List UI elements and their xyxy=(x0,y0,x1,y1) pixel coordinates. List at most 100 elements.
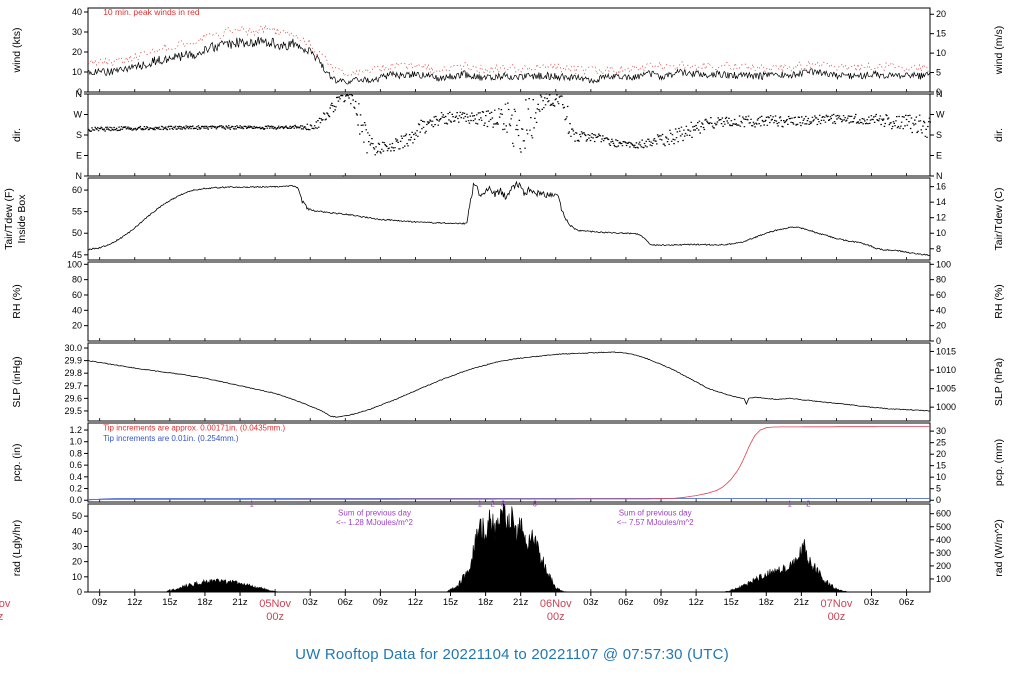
svg-text:rad (Lgly/hr): rad (Lgly/hr) xyxy=(11,520,23,577)
svg-text:dir.: dir. xyxy=(993,128,1005,142)
svg-text:25: 25 xyxy=(936,438,946,448)
svg-text:20: 20 xyxy=(936,449,946,459)
svg-text:pcp. (mm): pcp. (mm) xyxy=(993,439,1005,486)
svg-text:29.5: 29.5 xyxy=(64,406,82,416)
svg-text:10: 10 xyxy=(936,472,946,482)
svg-text:40: 40 xyxy=(72,526,82,536)
svg-text:03z: 03z xyxy=(583,597,599,608)
svg-text:N: N xyxy=(936,171,943,181)
x-axis-labels: 04Nov00z09z12z15z18z21z05Nov00z03z06z09z… xyxy=(0,592,915,623)
svg-text:0: 0 xyxy=(77,87,82,97)
svg-text:N: N xyxy=(76,171,83,181)
svg-text:Tip increments are approx. 0.0: Tip increments are approx. 0.00171in. (0… xyxy=(103,424,285,433)
svg-text:8: 8 xyxy=(936,244,941,254)
svg-text:2: 2 xyxy=(490,499,495,508)
svg-text:0.2: 0.2 xyxy=(69,484,82,494)
svg-text:E: E xyxy=(76,151,82,161)
svg-text:Tair/Tdew (F): Tair/Tdew (F) xyxy=(3,188,15,250)
svg-text:04Nov: 04Nov xyxy=(0,598,11,610)
panel-wind: 0 10 20 30 40 0 5 10 15 20 wind (kts) wind (m/s) 10 … xyxy=(11,7,1005,97)
svg-text:30: 30 xyxy=(72,27,82,37)
svg-text:15z: 15z xyxy=(443,597,459,608)
svg-text:500: 500 xyxy=(936,522,951,532)
svg-text:E: E xyxy=(936,151,942,161)
svg-text:06z: 06z xyxy=(899,597,915,608)
svg-text:30: 30 xyxy=(936,426,946,436)
svg-text:00z: 00z xyxy=(828,611,846,623)
panel-temp: 45 50 55 60 8 10 12 14 16 Tair/Tdew (F) Inside Box… xyxy=(3,177,1005,261)
panel-rh: 20 40 60 80 100 0 20 40 60 80 100 RH (%) RH (%) xyxy=(11,259,1005,346)
svg-text:dir.: dir. xyxy=(11,128,23,142)
svg-text:600: 600 xyxy=(936,509,951,519)
svg-text:09z: 09z xyxy=(653,597,669,608)
svg-text:00z: 00z xyxy=(547,611,565,623)
svg-text:Sum of previous day: Sum of previous day xyxy=(619,508,692,517)
svg-text:60: 60 xyxy=(72,290,82,300)
svg-text:W: W xyxy=(936,110,945,120)
svg-text:Inside Box: Inside Box xyxy=(16,194,28,244)
svg-text:20: 20 xyxy=(936,9,946,19)
svg-text:14: 14 xyxy=(936,197,946,207)
svg-text:15z: 15z xyxy=(162,597,178,608)
svg-text:0.0: 0.0 xyxy=(69,495,82,505)
svg-text:06z: 06z xyxy=(618,597,634,608)
svg-text:07Nov: 07Nov xyxy=(821,598,853,610)
svg-text:0: 0 xyxy=(936,87,941,97)
svg-text:29.7: 29.7 xyxy=(64,381,82,391)
svg-text:15: 15 xyxy=(936,461,946,471)
svg-text:18z: 18z xyxy=(197,597,213,608)
svg-text:1010: 1010 xyxy=(936,365,956,375)
svg-text:2: 2 xyxy=(806,499,811,508)
svg-text:0.6: 0.6 xyxy=(69,460,82,470)
svg-text:80: 80 xyxy=(72,275,82,285)
svg-text:10: 10 xyxy=(72,572,82,582)
svg-text:1: 1 xyxy=(478,499,483,508)
svg-text:21z: 21z xyxy=(794,597,810,608)
svg-text:12: 12 xyxy=(936,213,946,223)
chart-title: UW Rooftop Data for 20221104 to 20221107… xyxy=(295,646,729,663)
svg-text:N: N xyxy=(936,89,943,99)
svg-text:40: 40 xyxy=(936,305,946,315)
svg-text:pcp. (in): pcp. (in) xyxy=(11,444,23,482)
svg-text:50: 50 xyxy=(72,511,82,521)
svg-text:SLP (inHg): SLP (inHg) xyxy=(11,356,23,407)
svg-text:6: 6 xyxy=(533,499,538,508)
svg-text:40: 40 xyxy=(72,305,82,315)
svg-text:15: 15 xyxy=(936,29,946,39)
svg-text:20: 20 xyxy=(72,47,82,57)
svg-text:Tair/Tdew (C): Tair/Tdew (C) xyxy=(993,187,1005,250)
svg-text:12z: 12z xyxy=(688,597,704,608)
svg-text:09z: 09z xyxy=(373,597,389,608)
svg-text:09z: 09z xyxy=(92,597,108,608)
svg-text:0: 0 xyxy=(936,495,941,505)
svg-text:<-- 1.28 MJoules/m^2: <-- 1.28 MJoules/m^2 xyxy=(336,518,413,527)
svg-text:100: 100 xyxy=(936,259,951,269)
svg-text:400: 400 xyxy=(936,535,951,545)
svg-text:15z: 15z xyxy=(724,597,740,608)
svg-text:18z: 18z xyxy=(759,597,775,608)
svg-text:wind (kts): wind (kts) xyxy=(11,28,23,74)
svg-text:16: 16 xyxy=(936,182,946,192)
svg-text:0.4: 0.4 xyxy=(69,472,82,482)
svg-text:18z: 18z xyxy=(478,597,494,608)
svg-text:0: 0 xyxy=(936,336,941,346)
svg-text:06z: 06z xyxy=(338,597,354,608)
svg-text:wind (m/s): wind (m/s) xyxy=(993,26,1005,75)
svg-text:29.9: 29.9 xyxy=(64,356,82,366)
svg-text:55: 55 xyxy=(72,207,82,217)
svg-text:1005: 1005 xyxy=(936,384,956,394)
panel-rad: 0 10 20 30 40 50 100 200 300 400 500 600 rad (Lgly/h… xyxy=(11,499,1005,597)
svg-text:1000: 1000 xyxy=(936,402,956,412)
svg-text:100: 100 xyxy=(936,574,951,584)
svg-text:80: 80 xyxy=(936,275,946,285)
svg-text:1.2: 1.2 xyxy=(69,425,82,435)
svg-text:50: 50 xyxy=(72,228,82,238)
svg-text:00z: 00z xyxy=(0,611,3,623)
svg-text:1: 1 xyxy=(787,499,792,508)
svg-text:SLP (hPa): SLP (hPa) xyxy=(993,358,1005,406)
svg-text:5: 5 xyxy=(936,484,941,494)
svg-text:21z: 21z xyxy=(232,597,248,608)
svg-text:1: 1 xyxy=(249,499,254,508)
